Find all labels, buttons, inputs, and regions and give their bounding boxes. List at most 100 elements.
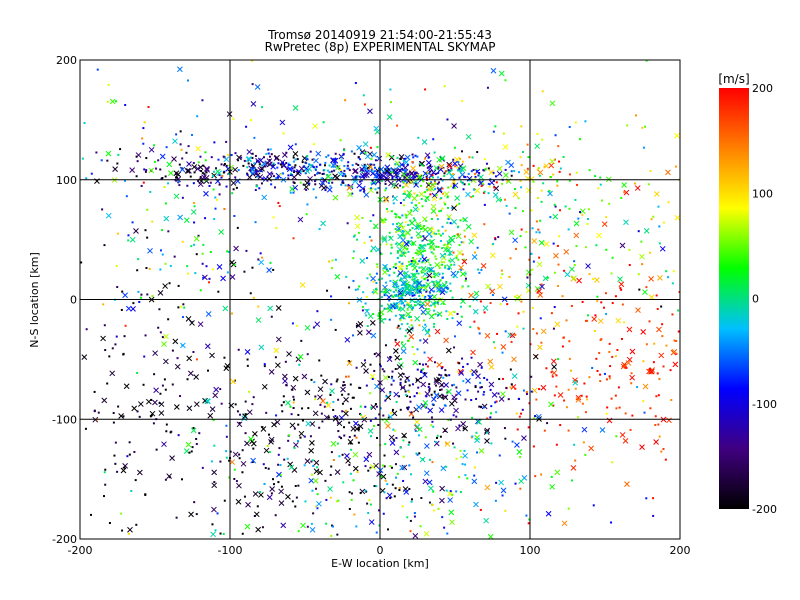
- data-point-dot: [392, 295, 395, 298]
- data-point-dot: [352, 479, 355, 482]
- data-point-dot: [323, 405, 326, 408]
- data-point-x: [412, 359, 419, 366]
- data-point-dot: [449, 289, 452, 292]
- data-point-dot: [483, 311, 486, 314]
- data-point-dot: [330, 451, 333, 454]
- data-point-dot: [333, 169, 336, 172]
- data-point-dot: [306, 353, 309, 356]
- data-point-dot: [438, 290, 441, 293]
- data-point-dot: [233, 477, 236, 480]
- data-point-dot: [151, 220, 154, 223]
- data-point-dot: [210, 460, 213, 463]
- data-point-dot: [169, 431, 172, 434]
- data-point-x: [570, 465, 577, 471]
- data-point-dot: [608, 350, 611, 353]
- data-point-dot: [384, 294, 387, 297]
- data-point-dot: [490, 442, 493, 445]
- data-point-dot: [568, 179, 571, 182]
- data-point-dot: [433, 290, 436, 293]
- data-point-x: [159, 153, 166, 160]
- data-point-x: [434, 281, 441, 287]
- data-point-dot: [85, 328, 88, 331]
- data-point-dot: [667, 201, 670, 204]
- data-point-x: [275, 305, 282, 311]
- data-point-x: [161, 441, 167, 448]
- data-point-dot: [408, 176, 411, 179]
- data-point-dot: [277, 481, 280, 484]
- data-point-dot: [379, 407, 382, 410]
- data-point-dot: [510, 174, 513, 177]
- data-point-dot: [389, 465, 392, 468]
- data-point-dot: [319, 403, 322, 406]
- data-point-x: [557, 392, 564, 398]
- data-point-dot: [520, 228, 523, 231]
- data-point-dot: [542, 182, 545, 185]
- data-point-x: [674, 214, 681, 221]
- data-point-dot: [155, 448, 158, 451]
- data-point-dot: [340, 159, 343, 162]
- data-point-dot: [584, 246, 587, 249]
- data-point-x: [531, 387, 538, 394]
- data-point-dot: [233, 214, 236, 217]
- data-point-dot: [366, 257, 369, 260]
- data-point-x: [433, 392, 440, 399]
- data-point-dot: [644, 125, 647, 128]
- data-point-dot: [259, 170, 262, 173]
- data-point-dot: [418, 452, 421, 455]
- data-point-dot: [406, 395, 409, 398]
- data-point-dot: [374, 180, 377, 183]
- data-point-dot: [471, 435, 474, 438]
- data-point-dot: [532, 180, 535, 183]
- data-point-dot: [605, 378, 608, 381]
- data-point-x: [514, 295, 521, 302]
- data-point-dot: [426, 279, 429, 282]
- data-point-dot: [116, 232, 119, 235]
- data-point-dot: [408, 263, 411, 266]
- data-point-dot: [421, 164, 424, 167]
- data-point-dot: [251, 152, 254, 155]
- data-point-dot: [561, 345, 564, 348]
- data-point-dot: [327, 416, 330, 419]
- data-point-dot: [213, 444, 216, 447]
- data-point-dot: [430, 251, 433, 254]
- data-point-dot: [175, 133, 178, 136]
- data-point-dot: [337, 430, 340, 433]
- data-point-dot: [392, 290, 395, 293]
- data-point-dot: [346, 167, 349, 170]
- data-point-dot: [444, 369, 447, 372]
- data-point-x: [240, 460, 247, 467]
- data-point-dot: [158, 402, 161, 405]
- data-point-dot: [626, 124, 629, 127]
- data-point-dot: [412, 416, 415, 419]
- data-point-x: [344, 336, 351, 343]
- data-point-dot: [252, 447, 255, 450]
- data-point-x: [625, 360, 632, 366]
- data-point-dot: [441, 396, 444, 399]
- data-point-x: [471, 254, 478, 260]
- data-point-dot: [445, 442, 448, 445]
- data-point-dot: [223, 163, 226, 166]
- data-point-dot: [497, 392, 500, 395]
- data-point-x: [594, 277, 600, 283]
- data-point-dot: [614, 295, 617, 298]
- data-point-dot: [494, 499, 497, 502]
- data-point-dot: [223, 208, 226, 211]
- data-point-dot: [311, 489, 314, 492]
- data-point-dot: [358, 175, 361, 178]
- data-point-x: [255, 526, 262, 533]
- data-point-dot: [225, 456, 228, 459]
- data-point-x: [468, 238, 475, 245]
- data-point-x: [458, 166, 465, 173]
- data-point-dot: [585, 319, 588, 322]
- data-point-dot: [493, 186, 496, 189]
- data-point-dot: [509, 257, 512, 260]
- data-point-x: [456, 320, 463, 327]
- data-point-dot: [645, 497, 648, 500]
- data-point-dot: [662, 365, 665, 368]
- data-point-dot: [164, 388, 167, 391]
- data-point-x: [193, 235, 200, 242]
- data-point-dot: [353, 513, 356, 516]
- data-point-dot: [415, 270, 418, 273]
- data-point-dot: [445, 465, 448, 468]
- data-point-x: [436, 362, 443, 368]
